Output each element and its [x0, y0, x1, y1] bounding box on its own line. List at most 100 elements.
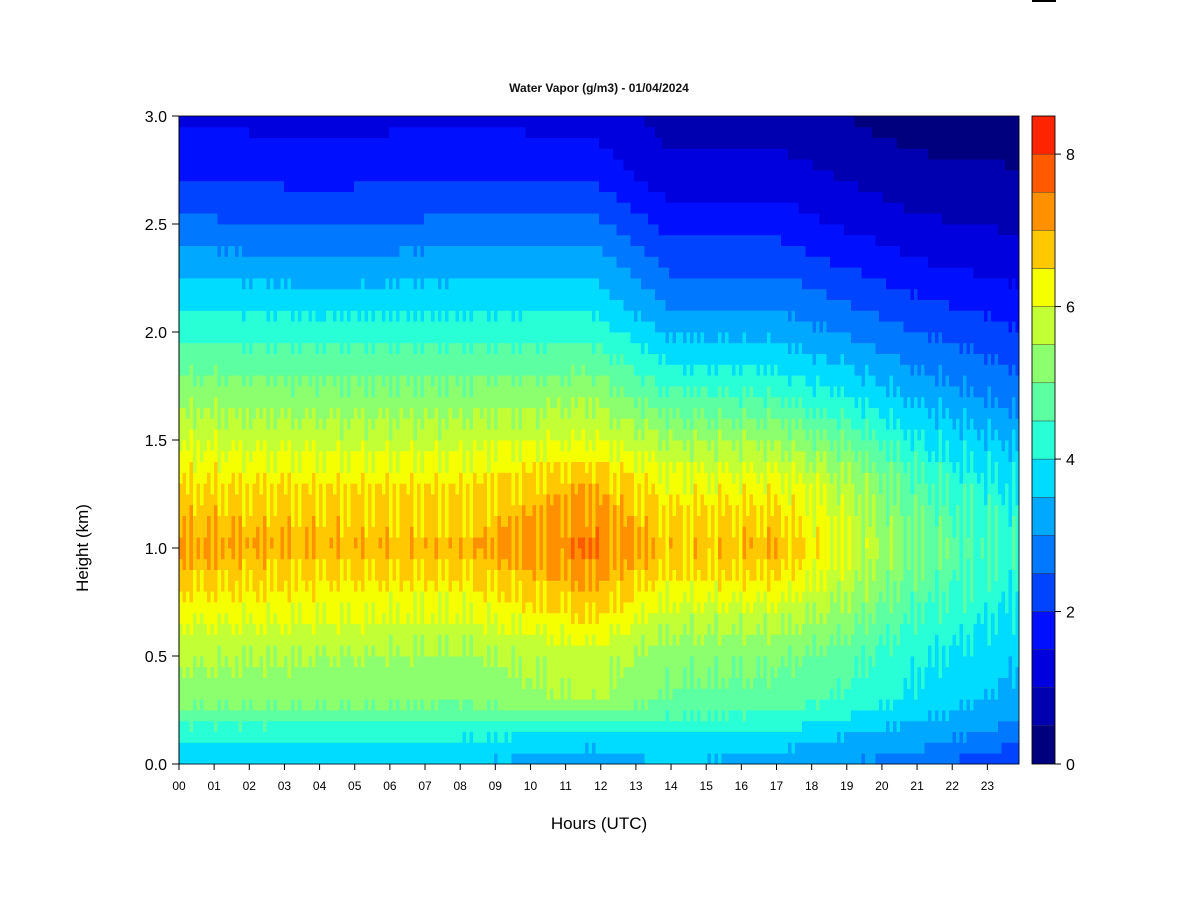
heatmap-cell [459, 721, 463, 732]
heatmap-cell [389, 451, 393, 462]
heatmap-cell [298, 148, 302, 159]
heatmap-cell [417, 516, 421, 527]
heatmap-cell [200, 613, 204, 624]
heatmap-cell [204, 732, 208, 743]
heatmap-cell [456, 148, 460, 159]
heatmap-cell [316, 516, 320, 527]
heatmap-cell [211, 483, 215, 494]
heatmap-cell [333, 526, 337, 537]
heatmap-cell [428, 645, 432, 656]
heatmap-cell [442, 483, 446, 494]
heatmap-cell [428, 181, 432, 192]
heatmap-cell [449, 516, 453, 527]
heatmap-cell [284, 656, 288, 667]
heatmap-cell [382, 289, 386, 300]
heatmap-cell [365, 354, 369, 365]
heatmap-cell [281, 192, 285, 203]
heatmap-cell [365, 429, 369, 440]
heatmap-cell [193, 332, 197, 343]
heatmap-cell [445, 494, 449, 505]
heatmap-cell [393, 688, 397, 699]
heatmap-cell [200, 483, 204, 494]
heatmap-cell [281, 753, 285, 764]
heatmap-cell [351, 138, 355, 149]
heatmap-cell [466, 602, 470, 613]
heatmap-cell [183, 580, 187, 591]
heatmap-cell [179, 591, 183, 602]
heatmap-cell [435, 116, 439, 127]
heatmap-cell [333, 332, 337, 343]
heatmap-cell [193, 699, 197, 710]
heatmap-cell [270, 613, 274, 624]
heatmap-cell [382, 559, 386, 570]
heatmap-cell [288, 526, 292, 537]
heatmap-cell [232, 710, 236, 721]
heatmap-cell [242, 732, 246, 743]
heatmap-cell [207, 451, 211, 462]
heatmap-cell [186, 537, 190, 548]
heatmap-cell [204, 462, 208, 473]
heatmap-cell [207, 343, 211, 354]
heatmap-cell [312, 753, 316, 764]
heatmap-cell [183, 354, 187, 365]
heatmap-cell [270, 246, 274, 257]
heatmap-cell [424, 580, 428, 591]
heatmap-cell [466, 343, 470, 354]
heatmap-cell [295, 159, 299, 170]
heatmap-cell [354, 505, 358, 516]
heatmap-cell [361, 429, 365, 440]
heatmap-cell [414, 321, 418, 332]
heatmap-cell [305, 688, 309, 699]
heatmap-cell [274, 364, 278, 375]
heatmap-cell [218, 321, 222, 332]
heatmap-cell [466, 494, 470, 505]
heatmap-cell [442, 613, 446, 624]
heatmap-cell [305, 440, 309, 451]
heatmap-cell [438, 742, 442, 753]
heatmap-cell [456, 440, 460, 451]
heatmap-cell [319, 580, 323, 591]
heatmap-cell [249, 721, 253, 732]
heatmap-cell [449, 192, 453, 203]
heatmap-cell [417, 310, 421, 321]
heatmap-cell [323, 537, 327, 548]
heatmap-cell [466, 170, 470, 181]
heatmap-cell [365, 634, 369, 645]
heatmap-cell [431, 202, 435, 213]
heatmap-cell [197, 688, 201, 699]
heatmap-cell [242, 753, 246, 764]
heatmap-cell [183, 602, 187, 613]
heatmap-cell [235, 526, 239, 537]
heatmap-cell [221, 235, 225, 246]
heatmap-cell [428, 213, 432, 224]
heatmap-cell [179, 451, 183, 462]
heatmap-cell [305, 267, 309, 278]
heatmap-cell [424, 397, 428, 408]
heatmap-cell [372, 192, 376, 203]
heatmap-cell [442, 192, 446, 203]
heatmap-cell [228, 289, 232, 300]
heatmap-cell [323, 516, 327, 527]
heatmap-cell [263, 138, 267, 149]
heatmap-cell [344, 732, 348, 743]
heatmap-cell [393, 202, 397, 213]
heatmap-cell [400, 624, 404, 635]
heatmap-cell [284, 127, 288, 138]
heatmap-cell [393, 332, 397, 343]
heatmap-cell [407, 678, 411, 689]
heatmap-cell [379, 537, 383, 548]
heatmap-cell [417, 732, 421, 743]
heatmap-cell [225, 613, 229, 624]
heatmap-cell [347, 591, 351, 602]
heatmap-cell [382, 462, 386, 473]
heatmap-cell [291, 246, 295, 257]
heatmap-cell [365, 732, 369, 743]
heatmap-cell [459, 645, 463, 656]
heatmap-cell [463, 548, 467, 559]
heatmap-cell [274, 451, 278, 462]
heatmap-cell [190, 613, 194, 624]
heatmap-cell [438, 440, 442, 451]
heatmap-cell [260, 688, 264, 699]
heatmap-cell [470, 699, 474, 710]
heatmap-cell [431, 289, 435, 300]
